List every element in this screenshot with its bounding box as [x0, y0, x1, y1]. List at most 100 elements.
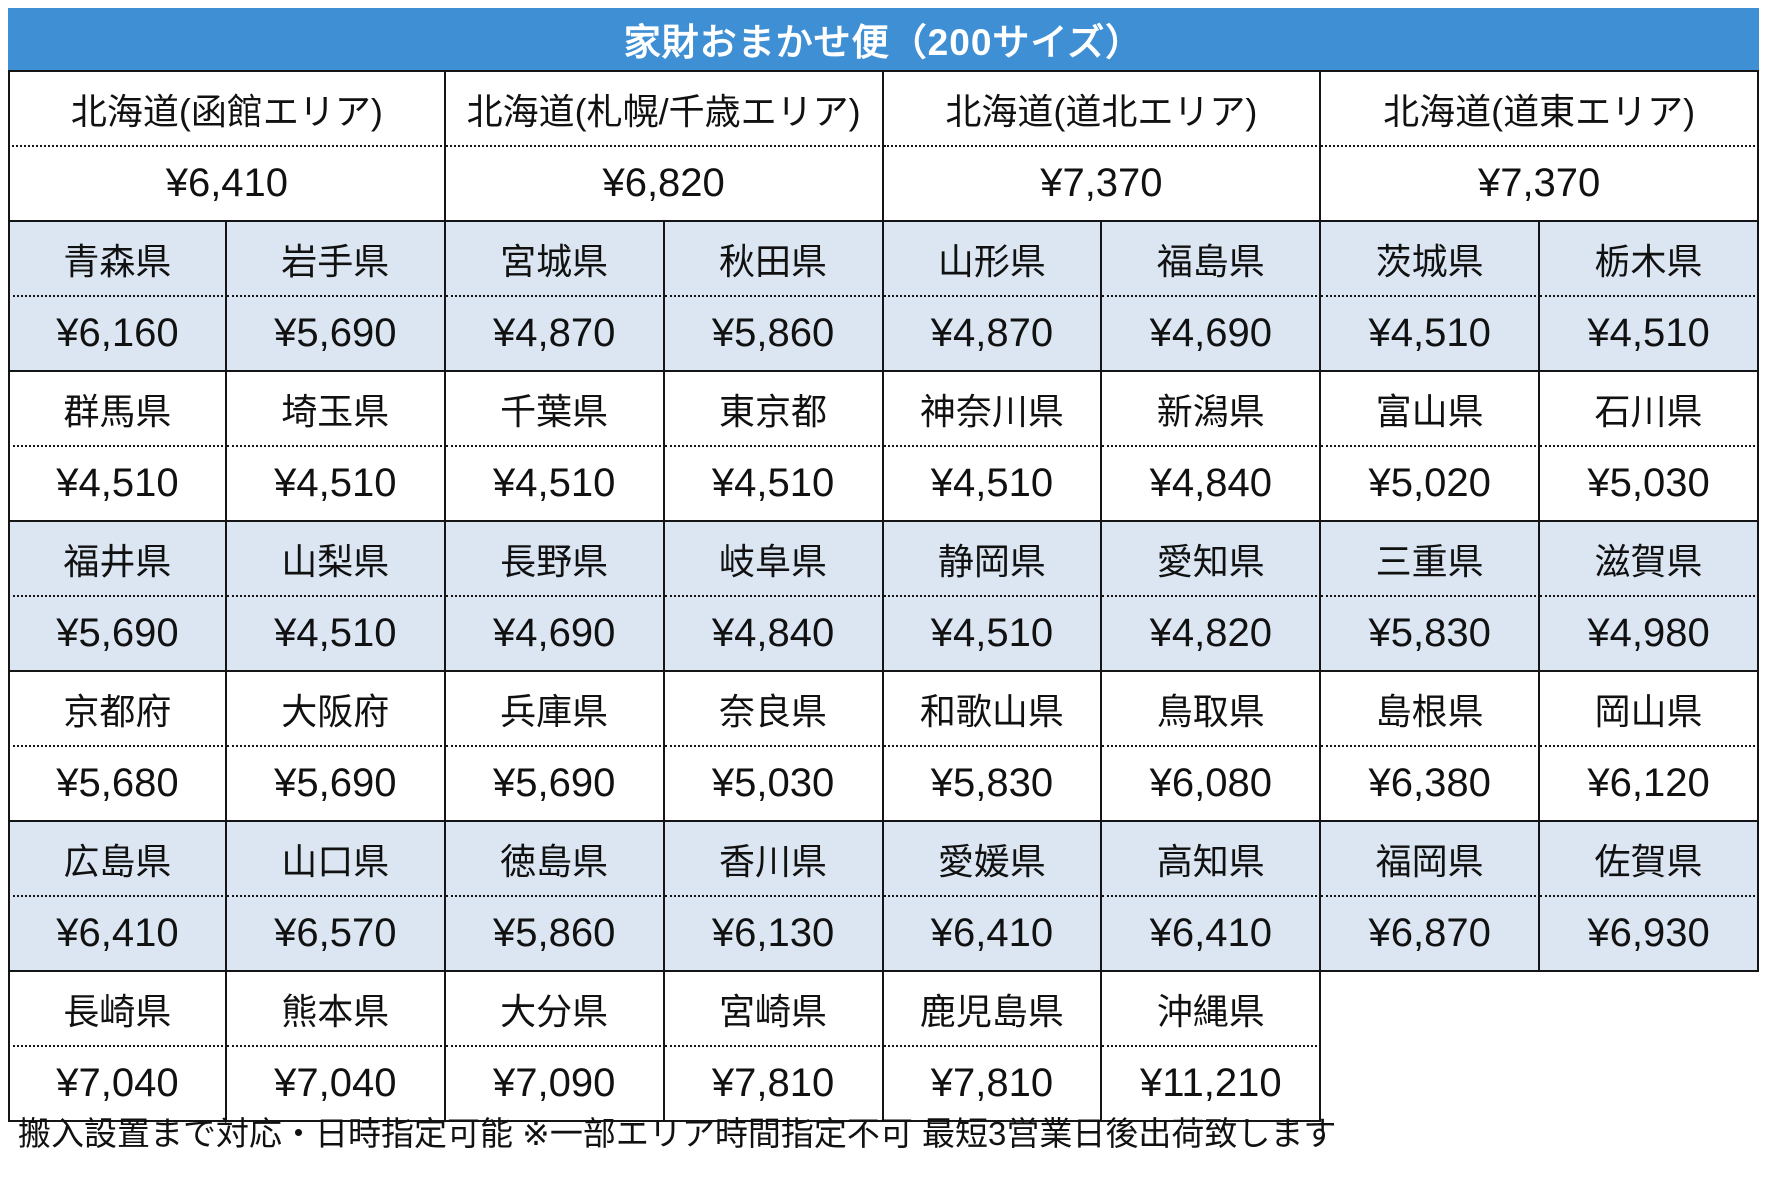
area-price-cell: ¥7,370 [1321, 147, 1759, 222]
prefecture-name-cell: 宮城県 [445, 222, 665, 297]
prefecture-price-cell: ¥7,040 [8, 1047, 227, 1122]
prefecture-name-cell: 大阪府 [226, 672, 446, 747]
prefecture-name-cell: 沖縄県 [1102, 972, 1322, 1047]
prefecture-price-cell: ¥4,510 [1540, 297, 1759, 372]
prefecture-name-cell: 千葉県 [445, 372, 665, 447]
area-name-cell: 北海道(道北エリア) [883, 72, 1322, 147]
prefecture-price-cell: ¥6,870 [1321, 897, 1541, 972]
prefecture-price-cell: ¥4,510 [883, 597, 1103, 672]
prefecture-price-cell: ¥6,120 [1540, 747, 1759, 822]
empty-cell [1540, 1047, 1759, 1122]
prefecture-price-cell: ¥5,680 [8, 747, 227, 822]
prefecture-price-cell: ¥4,510 [664, 447, 884, 522]
prefecture-price-cell: ¥5,860 [664, 297, 884, 372]
area-name-cell: 北海道(函館エリア) [8, 72, 446, 147]
prefecture-price-cell: ¥6,080 [1102, 747, 1322, 822]
prefecture-name-cell: 島根県 [1321, 672, 1541, 747]
prefecture-name-cell: 鹿児島県 [883, 972, 1103, 1047]
prefecture-name-cell: 福井県 [8, 522, 227, 597]
rate-table: 家財おまかせ便（200サイズ） 北海道(函館エリア) 北海道(札幌/千歳エリア) 北… [8, 8, 1759, 1122]
prefecture-name-cell: 香川県 [664, 822, 884, 897]
empty-cell [1321, 1047, 1541, 1122]
prefecture-price-cell: ¥5,020 [1321, 447, 1541, 522]
prefecture-name-cell: 広島県 [8, 822, 227, 897]
prefecture-name-cell: 兵庫県 [445, 672, 665, 747]
prefecture-price-cell: ¥6,380 [1321, 747, 1541, 822]
prefecture-price-cell: ¥6,160 [8, 297, 227, 372]
prefecture-name-cell: 佐賀県 [1540, 822, 1759, 897]
prefecture-price-cell: ¥7,810 [664, 1047, 884, 1122]
prefecture-price-cell: ¥11,210 [1102, 1047, 1322, 1122]
prefecture-price-cell: ¥5,030 [664, 747, 884, 822]
empty-cell [1540, 972, 1759, 1047]
prefecture-price-cell: ¥4,510 [1321, 297, 1541, 372]
prefecture-name-cell: 岐阜県 [664, 522, 884, 597]
prefecture-name-cell: 三重県 [1321, 522, 1541, 597]
prefecture-price-cell: ¥4,980 [1540, 597, 1759, 672]
prefecture-name-cell: 石川県 [1540, 372, 1759, 447]
prefecture-name-cell: 富山県 [1321, 372, 1541, 447]
prefecture-name-cell: 秋田県 [664, 222, 884, 297]
prefecture-name-cell: 埼玉県 [226, 372, 446, 447]
prefecture-name-cell: 茨城県 [1321, 222, 1541, 297]
prefecture-name-cell: 岡山県 [1540, 672, 1759, 747]
prefecture-name-cell: 栃木県 [1540, 222, 1759, 297]
prefecture-name-cell: 東京都 [664, 372, 884, 447]
prefecture-price-cell: ¥4,510 [226, 447, 446, 522]
table-title: 家財おまかせ便（200サイズ） [8, 8, 1759, 72]
prefecture-name-cell: 奈良県 [664, 672, 884, 747]
prefecture-name-cell: 愛知県 [1102, 522, 1322, 597]
prefecture-price-cell: ¥4,690 [445, 597, 665, 672]
prefecture-price-cell: ¥6,410 [8, 897, 227, 972]
prefecture-price-cell: ¥4,510 [8, 447, 227, 522]
prefecture-price-cell: ¥5,860 [445, 897, 665, 972]
area-name-cell: 北海道(道東エリア) [1321, 72, 1759, 147]
prefecture-price-cell: ¥4,510 [445, 447, 665, 522]
prefecture-name-cell: 京都府 [8, 672, 227, 747]
prefecture-price-cell: ¥6,410 [883, 897, 1103, 972]
prefecture-name-cell: 福岡県 [1321, 822, 1541, 897]
prefecture-name-cell: 鳥取県 [1102, 672, 1322, 747]
prefecture-price-cell: ¥4,510 [883, 447, 1103, 522]
prefecture-price-cell: ¥6,130 [664, 897, 884, 972]
prefecture-price-cell: ¥7,810 [883, 1047, 1103, 1122]
prefecture-price-cell: ¥7,040 [226, 1047, 446, 1122]
prefecture-name-cell: 山梨県 [226, 522, 446, 597]
prefecture-name-cell: 岩手県 [226, 222, 446, 297]
prefecture-name-cell: 群馬県 [8, 372, 227, 447]
prefecture-name-cell: 福島県 [1102, 222, 1322, 297]
footer-note: 搬入設置まで対応・日時指定可能 ※一部エリア時間指定不可 最短3営業日後出荷致し… [18, 1115, 1337, 1152]
prefecture-name-cell: 宮崎県 [664, 972, 884, 1047]
area-price-cell: ¥6,820 [445, 147, 884, 222]
prefecture-name-cell: 長崎県 [8, 972, 227, 1047]
prefecture-price-cell: ¥4,870 [883, 297, 1103, 372]
prefecture-name-cell: 高知県 [1102, 822, 1322, 897]
empty-cell [1321, 972, 1541, 1047]
prefecture-name-cell: 長野県 [445, 522, 665, 597]
prefecture-price-cell: ¥6,570 [226, 897, 446, 972]
prefecture-price-cell: ¥5,830 [883, 747, 1103, 822]
area-price-cell: ¥6,410 [8, 147, 446, 222]
prefecture-name-cell: 青森県 [8, 222, 227, 297]
prefecture-price-cell: ¥4,870 [445, 297, 665, 372]
prefecture-price-cell: ¥4,510 [226, 597, 446, 672]
prefecture-price-cell: ¥5,690 [8, 597, 227, 672]
prefecture-price-cell: ¥5,690 [226, 297, 446, 372]
prefecture-name-cell: 愛媛県 [883, 822, 1103, 897]
prefecture-name-cell: 静岡県 [883, 522, 1103, 597]
prefecture-price-cell: ¥5,030 [1540, 447, 1759, 522]
prefecture-name-cell: 徳島県 [445, 822, 665, 897]
prefecture-price-cell: ¥4,840 [1102, 447, 1322, 522]
prefecture-price-cell: ¥4,820 [1102, 597, 1322, 672]
prefecture-price-cell: ¥5,690 [226, 747, 446, 822]
prefecture-price-cell: ¥5,830 [1321, 597, 1541, 672]
prefecture-name-cell: 和歌山県 [883, 672, 1103, 747]
prefecture-price-cell: ¥6,930 [1540, 897, 1759, 972]
prefecture-price-cell: ¥4,840 [664, 597, 884, 672]
area-price-cell: ¥7,370 [883, 147, 1322, 222]
prefecture-name-cell: 新潟県 [1102, 372, 1322, 447]
prefecture-name-cell: 神奈川県 [883, 372, 1103, 447]
prefecture-price-cell: ¥4,690 [1102, 297, 1322, 372]
prefecture-name-cell: 大分県 [445, 972, 665, 1047]
